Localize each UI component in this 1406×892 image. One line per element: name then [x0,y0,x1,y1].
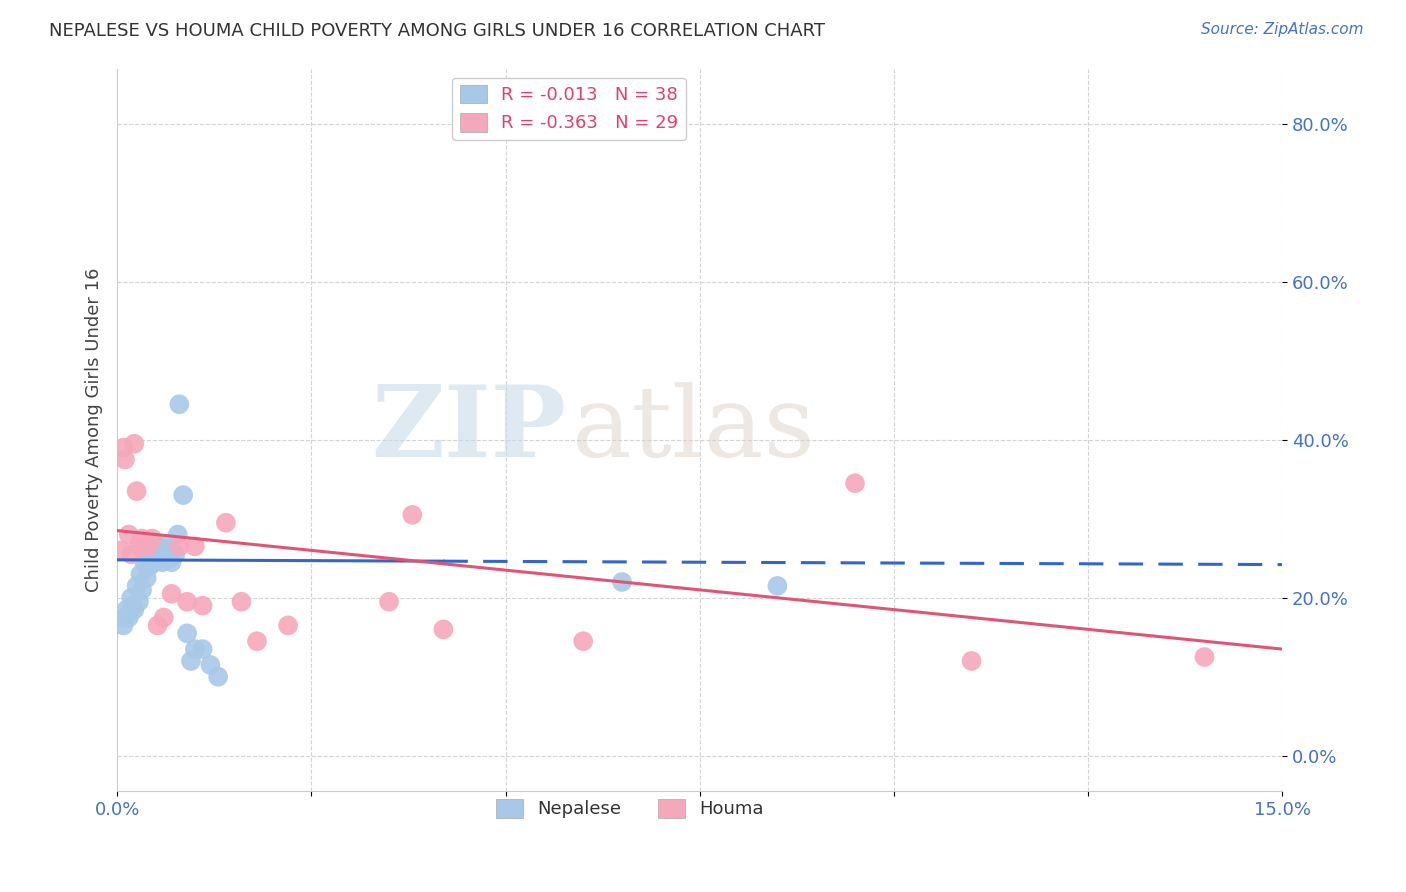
Y-axis label: Child Poverty Among Girls Under 16: Child Poverty Among Girls Under 16 [86,268,103,592]
Point [401,508,423,522]
Point [115,602,138,616]
Point [141,532,163,546]
Point [112,441,135,455]
Point [136,551,159,566]
Point [131,532,153,546]
Point [215,516,238,530]
Text: NEPALESE VS HOUMA CHILD POVERTY AMONG GIRLS UNDER 16 CORRELATION CHART: NEPALESE VS HOUMA CHILD POVERTY AMONG GI… [49,22,825,40]
Point [121,599,143,613]
Point [207,670,229,684]
Text: Source: ZipAtlas.com: Source: ZipAtlas.com [1201,22,1364,37]
Point [141,543,163,558]
Point [159,551,181,566]
Point [191,642,214,657]
Point [200,657,222,672]
Point [172,488,194,502]
Point [165,547,187,561]
Point [135,571,157,585]
Point [378,595,401,609]
Point [277,618,299,632]
Point [129,567,152,582]
Point [110,543,132,558]
Point [184,642,207,657]
Point [169,397,191,411]
Legend: Nepalese, Houma: Nepalese, Houma [489,792,770,826]
Point [766,579,789,593]
Point [160,587,183,601]
Point [150,555,173,569]
Point [152,610,174,624]
Point [1194,650,1216,665]
Point [149,547,172,561]
Point [145,551,167,566]
Point [432,623,454,637]
Point [610,574,633,589]
Point [136,540,159,554]
Text: ZIP: ZIP [371,382,565,478]
Point [128,540,150,554]
Point [169,540,191,554]
Point [118,527,141,541]
Point [146,540,169,554]
Point [156,543,179,558]
Point [143,555,166,569]
Point [120,547,142,561]
Point [160,555,183,569]
Point [125,484,148,499]
Point [114,452,136,467]
Point [134,555,156,569]
Point [844,476,866,491]
Point [114,610,136,624]
Point [118,610,141,624]
Point [180,654,202,668]
Point [112,618,135,632]
Point [246,634,269,648]
Point [572,634,595,648]
Point [131,582,153,597]
Point [176,626,198,640]
Point [191,599,214,613]
Point [124,602,146,616]
Point [128,595,150,609]
Point [124,436,146,450]
Point [146,618,169,632]
Point [166,527,188,541]
Point [155,547,177,561]
Point [152,540,174,554]
Text: atlas: atlas [572,382,814,478]
Point [231,595,253,609]
Point [176,595,198,609]
Point [184,540,207,554]
Point [960,654,983,668]
Point [139,559,162,574]
Point [120,591,142,605]
Point [125,579,148,593]
